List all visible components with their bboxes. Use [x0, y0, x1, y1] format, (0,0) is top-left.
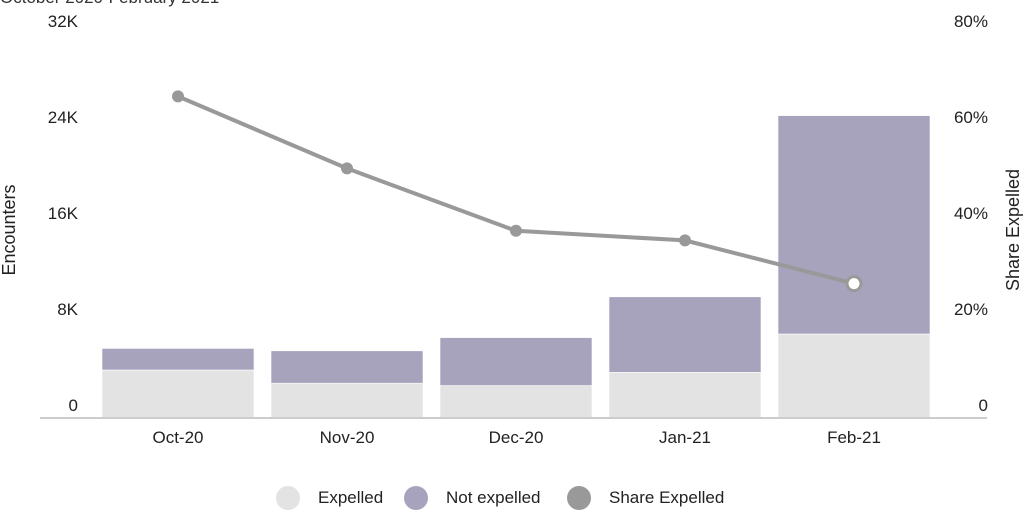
y-tick-label: 0: [69, 396, 78, 415]
x-tick-label: Oct-20: [152, 428, 203, 447]
y-tick-label: 16K: [48, 204, 79, 223]
bar-not-expelled: [101, 348, 255, 371]
y2-tick-label: 0: [979, 396, 988, 415]
y2-tick-label: 20%: [954, 300, 988, 319]
x-tick-label: Jan-21: [659, 428, 711, 447]
share-expelled-point: [341, 162, 353, 175]
share-expelled-point: [845, 275, 863, 293]
y2-axis-label: Share Expelled: [1003, 169, 1023, 291]
legend-label: Share Expelled: [609, 488, 725, 507]
share-expelled-point: [679, 234, 691, 247]
bar-expelled: [439, 385, 593, 419]
y-tick-label: 24K: [48, 108, 79, 127]
x-tick-label: Dec-20: [489, 428, 544, 447]
x-tick-label: Feb-21: [827, 428, 881, 447]
legend-label: Expelled: [318, 488, 384, 507]
share-expelled-line: [177, 94, 855, 286]
legend-swatch-share-expelled: [567, 486, 591, 510]
chart-subtitle: October 2020-February 2021: [0, 0, 219, 8]
y-tick-label: 8K: [57, 300, 78, 319]
bar-not-expelled: [270, 350, 424, 384]
bar-not-expelled: [439, 337, 593, 386]
y2-tick-label: 80%: [954, 12, 988, 31]
bar-not-expelled: [608, 296, 762, 373]
legend-swatch-not-expelled: [404, 486, 428, 510]
bar-not-expelled: [777, 115, 931, 335]
bar-expelled: [608, 372, 762, 419]
y-tick-label: 32K: [48, 12, 79, 31]
y2-tick-label: 60%: [954, 108, 988, 127]
bar-expelled: [270, 382, 424, 419]
legend-item-expelled: Expelled: [276, 486, 383, 510]
x-tick-label: Nov-20: [320, 428, 375, 447]
bar-expelled: [101, 369, 255, 419]
share-expelled-point: [510, 224, 522, 237]
bar-expelled: [777, 333, 931, 419]
legend-item-share-expelled: Share Expelled: [567, 486, 724, 510]
share-expelled-point: [172, 90, 184, 103]
y2-tick-label: 40%: [954, 204, 988, 223]
legend-label: Not expelled: [446, 488, 541, 507]
legend-item-not-expelled: Not expelled: [404, 486, 541, 510]
legend-swatch-expelled: [276, 486, 300, 510]
y-axis-label: Encounters: [0, 184, 19, 275]
